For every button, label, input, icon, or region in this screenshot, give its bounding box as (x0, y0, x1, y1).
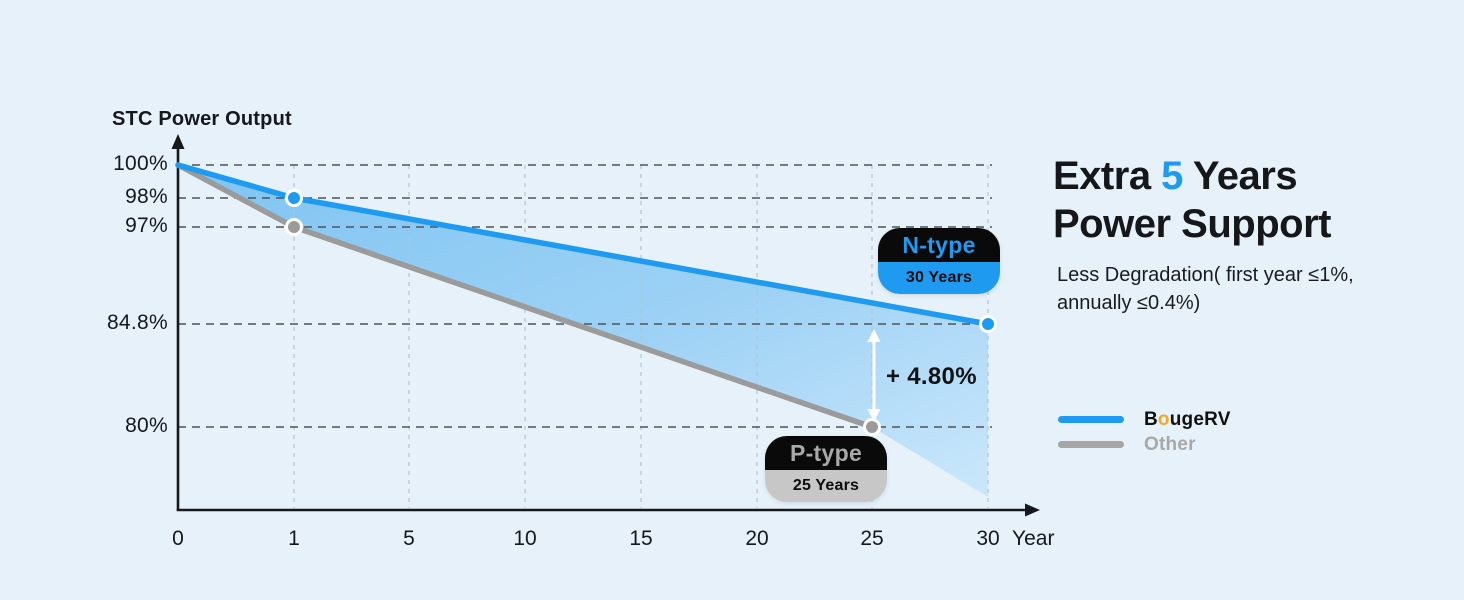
ptype-badge: P-type 25 Years (765, 436, 887, 502)
logo-letter-o: o (1157, 408, 1170, 430)
ntype-badge-title: N-type (878, 228, 1000, 262)
axis-arrowheads (171, 134, 1040, 517)
subheadline-line1: Less Degradation( first year ≤1%, (1057, 264, 1354, 286)
x-tick-label: 1 (288, 527, 300, 550)
data-point-dot (285, 218, 303, 236)
x-tick-label: 15 (629, 527, 653, 550)
y-tick-label: 100% (113, 152, 168, 175)
y-tick-label: 98% (125, 185, 168, 208)
bougerv-line-swatch (1058, 416, 1124, 423)
ptype-badge-title: P-type (765, 436, 887, 470)
ntype-badge-subtitle: 30 Years (878, 262, 1000, 294)
bougerv-logo: BougeRV (1144, 409, 1231, 431)
y-tick-label: 84.8% (106, 311, 168, 334)
x-tick-label: 5 (403, 527, 415, 550)
other-label: Other (1144, 433, 1196, 455)
delta-annotation: + 4.80% (886, 363, 977, 390)
x-axis-arrow (1025, 503, 1040, 517)
data-point-dot (285, 189, 303, 207)
y-tick-label: 80% (125, 414, 168, 437)
x-tick-label: 30 (976, 527, 1000, 550)
other-line-swatch (1058, 441, 1124, 448)
axes (176, 146, 1028, 512)
delta-arrow (867, 329, 881, 422)
headline-post: Years (1182, 154, 1298, 198)
x-axis-unit-label: Year (1012, 527, 1055, 550)
subheadline: Less Degradation( first year ≤1%, annual… (1057, 261, 1354, 317)
headline-pre: Extra (1053, 154, 1162, 198)
area-fill (178, 165, 988, 497)
chart-title: STC Power Output (112, 108, 292, 130)
legend: BougeRV Other (1058, 407, 1231, 457)
headline-highlight: 5 (1161, 154, 1183, 198)
legend-row-bougerv: BougeRV (1058, 407, 1231, 432)
y-axis-arrow (171, 134, 185, 149)
y-tick-label: 97% (125, 214, 168, 237)
data-point-dot (863, 418, 881, 436)
headline-line2: Power Support (1053, 202, 1331, 246)
logo-rest: ugeRV (1169, 408, 1231, 430)
data-point-dot (979, 315, 997, 333)
x-tick-label: 0 (172, 527, 184, 550)
gridlines (178, 164, 992, 508)
x-tick-label: 20 (745, 527, 769, 550)
data-point-dots (285, 189, 997, 436)
logo-letter-b: B (1144, 408, 1158, 430)
x-tick-label: 10 (513, 527, 537, 550)
x-tick-label: 25 (860, 527, 884, 550)
ptype-badge-subtitle: 25 Years (765, 470, 887, 502)
ntype-badge: N-type 30 Years (878, 228, 1000, 294)
legend-row-other: Other (1058, 432, 1231, 457)
subheadline-line2: annually ≤0.4%) (1057, 292, 1201, 314)
headline: Extra 5 Years Power Support (1053, 152, 1331, 248)
